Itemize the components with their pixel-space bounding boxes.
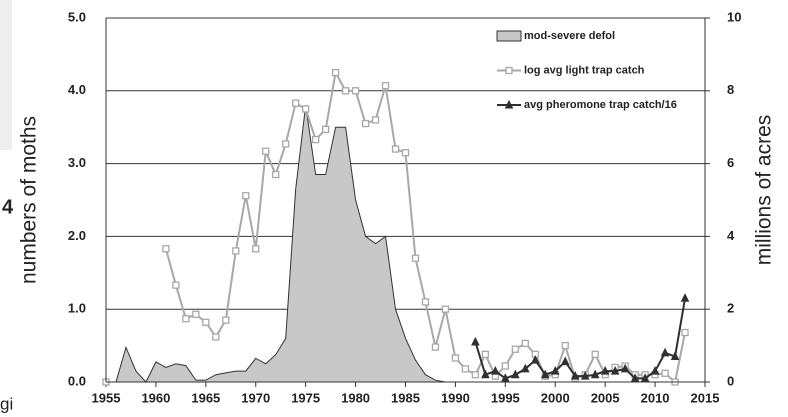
- marker: [462, 366, 468, 372]
- marker: [482, 351, 488, 357]
- marker: [432, 344, 438, 350]
- marker: [163, 246, 169, 252]
- photo-fragment: [0, 0, 12, 150]
- x-tick-label: 2000: [541, 390, 570, 405]
- marker: [452, 355, 458, 361]
- x-tick-label: 2015: [691, 390, 720, 405]
- marker: [313, 137, 319, 143]
- y2-tick-label: 10: [727, 9, 741, 24]
- marker: [403, 150, 409, 156]
- marker: [562, 358, 569, 365]
- y2-axis-label: millions of acres: [753, 115, 776, 266]
- marker: [363, 121, 369, 127]
- legend-label: mod-severe defol: [524, 30, 615, 42]
- x-tick-label: 1975: [291, 390, 320, 405]
- y-tick-label: 5.0: [68, 9, 86, 24]
- marker: [243, 193, 249, 199]
- marker: [233, 248, 239, 254]
- y2-tick-label: 8: [727, 82, 734, 97]
- marker: [353, 88, 359, 94]
- marker: [183, 316, 189, 322]
- legend-label: log avg light trap catch: [524, 64, 645, 76]
- side-text: 4: [2, 196, 14, 218]
- x-tick-label: 1980: [341, 390, 370, 405]
- marker: [502, 363, 508, 369]
- marker: [422, 299, 428, 305]
- x-tick-label: 2005: [591, 390, 620, 405]
- marker: [393, 146, 399, 152]
- x-tick-label: 1985: [391, 390, 420, 405]
- x-tick-label: 1990: [441, 390, 470, 405]
- chart: 4 gi numbers of moths millions of acres …: [0, 0, 788, 417]
- marker: [343, 88, 349, 94]
- marker: [223, 317, 229, 323]
- marker: [193, 311, 199, 317]
- x-tick-label: 1970: [241, 390, 270, 405]
- marker: [253, 246, 259, 252]
- y-tick-label: 2.0: [68, 228, 86, 243]
- marker: [562, 343, 568, 349]
- marker: [592, 351, 598, 357]
- x-tick-label: 2010: [641, 390, 670, 405]
- marker: [293, 100, 299, 106]
- side-text: gi: [0, 394, 13, 413]
- y-axis-label: numbers of moths: [18, 116, 41, 284]
- marker: [472, 372, 478, 378]
- x-tick-label: 1995: [491, 390, 520, 405]
- marker: [263, 148, 269, 154]
- y-tick-label: 1.0: [68, 301, 86, 316]
- x-tick-label: 1960: [141, 390, 170, 405]
- marker: [682, 329, 688, 335]
- marker: [512, 346, 518, 352]
- marker: [682, 294, 689, 301]
- marker: [522, 340, 528, 346]
- y2-tick-label: 0: [727, 373, 734, 388]
- page: 4 gi numbers of moths millions of acres …: [0, 0, 788, 417]
- marker: [303, 106, 309, 112]
- marker: [506, 68, 512, 74]
- line: [166, 73, 685, 382]
- y2-tick-label: 4: [727, 228, 735, 243]
- legend-swatch: [497, 31, 521, 41]
- marker: [442, 306, 448, 312]
- marker: [173, 282, 179, 288]
- marker: [273, 172, 279, 178]
- marker: [662, 349, 669, 356]
- marker: [203, 319, 209, 325]
- x-tick-label: 1965: [191, 390, 220, 405]
- marker: [412, 255, 418, 261]
- x-tick-label: 1955: [92, 390, 121, 405]
- marker: [472, 338, 479, 345]
- marker: [383, 83, 389, 89]
- y-tick-label: 3.0: [68, 155, 86, 170]
- marker: [283, 141, 289, 147]
- y-tick-label: 4.0: [68, 82, 86, 97]
- marker: [213, 334, 219, 340]
- marker: [373, 117, 379, 123]
- y2-tick-label: 2: [727, 301, 734, 316]
- y2-tick-label: 6: [727, 155, 734, 170]
- marker: [323, 126, 329, 132]
- marker: [333, 70, 339, 76]
- y-tick-label: 0.0: [68, 373, 86, 388]
- legend-label: avg pheromone trap catch/16: [524, 99, 677, 111]
- marker: [662, 370, 668, 376]
